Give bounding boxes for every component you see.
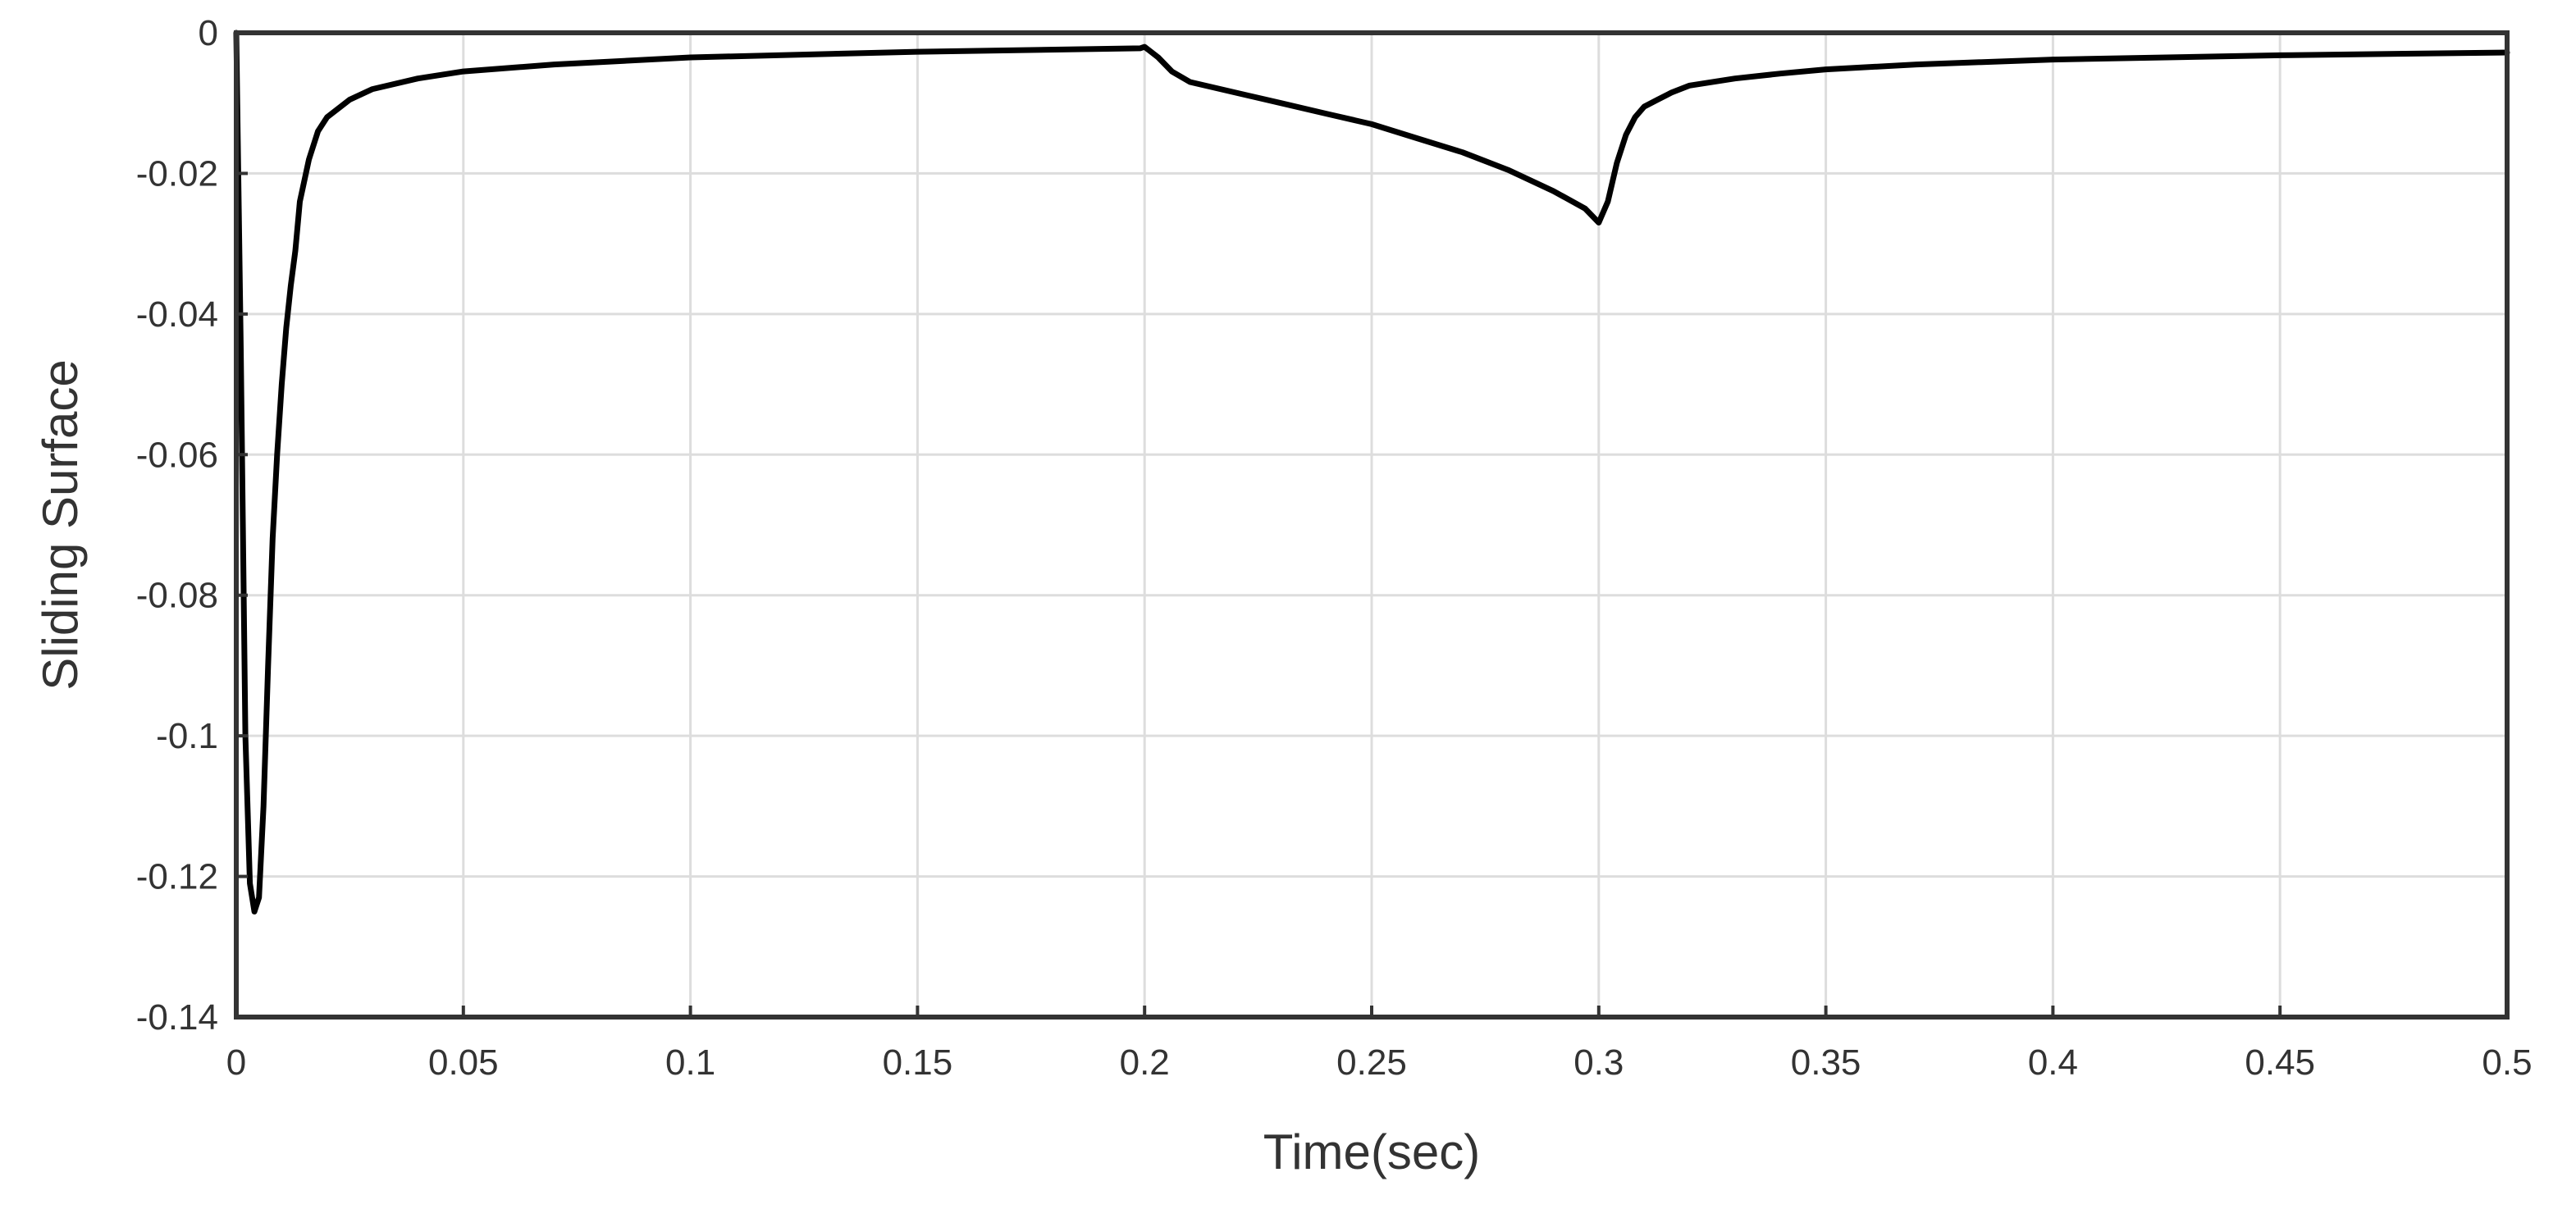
x-axis-title: Time(sec)	[1263, 1124, 1480, 1179]
y-axis-title: Sliding Surface	[33, 359, 88, 691]
y-axis-ticks: 0 -0.02 -0.04 -0.06 -0.08 -0.1 -0.12 -0.14	[136, 13, 248, 1038]
x-tick-label: 0.3	[1573, 1042, 1624, 1083]
x-tick-label: 0.5	[2482, 1042, 2532, 1083]
y-tick-label: 0	[199, 13, 218, 53]
x-tick-label: 0.1	[665, 1042, 715, 1083]
x-tick-label: 0.05	[428, 1042, 499, 1083]
x-tick-label: 0.45	[2245, 1042, 2315, 1083]
y-tick-label: -0.08	[136, 576, 218, 616]
x-axis-ticks: 0 0.05 0.1 0.15 0.2 0.25 0.3 0.35 0.4 0.45 0.5	[226, 1006, 2533, 1083]
y-tick-label: -0.04	[136, 294, 218, 335]
x-tick-label: 0.2	[1120, 1042, 1170, 1083]
y-tick-label: -0.06	[136, 435, 218, 475]
y-tick-label: -0.1	[156, 716, 218, 756]
x-tick-label: 0.25	[1336, 1042, 1407, 1083]
y-tick-label: -0.14	[136, 997, 218, 1038]
x-tick-label: 0.15	[883, 1042, 953, 1083]
y-tick-label: -0.02	[136, 153, 218, 194]
series-line	[233, 30, 2510, 915]
y-tick-label: -0.12	[136, 857, 218, 897]
x-tick-label: 0.4	[2028, 1042, 2078, 1083]
x-tick-label: 0	[226, 1042, 246, 1083]
x-tick-label: 0.35	[1791, 1042, 1861, 1083]
